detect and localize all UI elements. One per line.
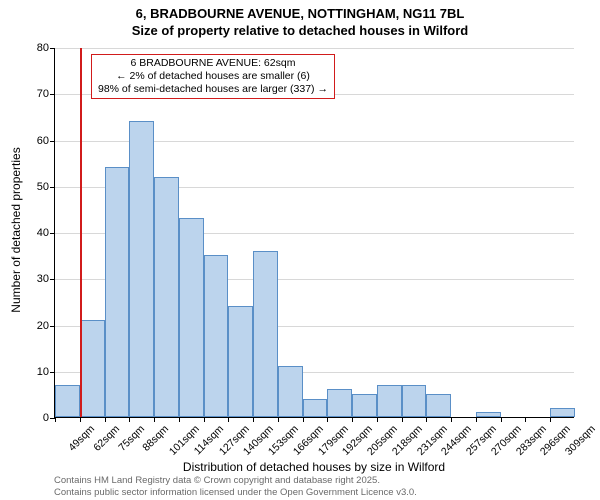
y-axis-label: Number of detached properties <box>9 147 23 312</box>
xtick-mark <box>327 417 328 422</box>
ytick-label: 10 <box>37 366 49 378</box>
xtick-mark <box>55 417 56 422</box>
footer-attribution-2: Contains public sector information licen… <box>54 487 417 498</box>
footer-attribution-1: Contains HM Land Registry data © Crown c… <box>54 475 417 486</box>
x-axis-label: Distribution of detached houses by size … <box>54 460 574 474</box>
xtick-mark <box>105 417 106 422</box>
histogram-bar <box>80 320 105 417</box>
histogram-bar <box>129 121 154 417</box>
xtick-mark <box>204 417 205 422</box>
xtick-mark <box>451 417 452 422</box>
histogram-bar <box>105 167 130 417</box>
xtick-mark <box>228 417 229 422</box>
xtick-mark <box>377 417 378 422</box>
histogram-bar <box>303 399 328 418</box>
property-marker-line <box>80 48 82 417</box>
ytick-mark <box>50 48 55 49</box>
chart-plot-area: 0102030405060708049sqm62sqm75sqm88sqm101… <box>54 48 574 418</box>
histogram-bar <box>402 385 427 417</box>
xtick-label: 75sqm <box>116 423 147 454</box>
histogram-bar <box>476 412 501 417</box>
ytick-label: 20 <box>37 320 49 332</box>
xtick-mark <box>129 417 130 422</box>
ytick-mark <box>50 94 55 95</box>
xtick-mark <box>501 417 502 422</box>
ytick-label: 50 <box>37 181 49 193</box>
xtick-mark <box>402 417 403 422</box>
gridline <box>55 48 574 49</box>
chart-title-line2: Size of property relative to detached ho… <box>0 23 600 40</box>
histogram-bar <box>179 218 204 417</box>
ytick-label: 40 <box>37 227 49 239</box>
chart-title-line1: 6, BRADBOURNE AVENUE, NOTTINGHAM, NG11 7… <box>0 6 600 23</box>
xtick-mark <box>476 417 477 422</box>
xtick-mark <box>179 417 180 422</box>
xtick-mark <box>154 417 155 422</box>
xtick-mark <box>550 417 551 422</box>
ytick-mark <box>50 372 55 373</box>
histogram-bar <box>204 255 229 417</box>
ytick-mark <box>50 326 55 327</box>
xtick-mark <box>278 417 279 422</box>
xtick-mark <box>303 417 304 422</box>
xtick-label: 49sqm <box>66 423 97 454</box>
histogram-bar <box>327 389 352 417</box>
xtick-mark <box>253 417 254 422</box>
xtick-label: 62sqm <box>91 423 122 454</box>
annotation-line1: 6 BRADBOURNE AVENUE: 62sqm <box>98 57 328 70</box>
histogram-bar <box>55 385 80 417</box>
histogram-bar <box>550 408 575 417</box>
annotation-line3: 98% of semi-detached houses are larger (… <box>98 83 328 96</box>
histogram-bar <box>278 366 303 417</box>
ytick-mark <box>50 279 55 280</box>
ytick-label: 70 <box>37 88 49 100</box>
annotation-callout: 6 BRADBOURNE AVENUE: 62sqm← 2% of detach… <box>91 54 335 99</box>
xtick-mark <box>352 417 353 422</box>
ytick-label: 60 <box>37 135 49 147</box>
xtick-mark <box>80 417 81 422</box>
ytick-mark <box>50 187 55 188</box>
ytick-label: 80 <box>37 42 49 54</box>
histogram-bar <box>426 394 451 417</box>
histogram-bar <box>377 385 402 417</box>
annotation-line2: ← 2% of detached houses are smaller (6) <box>98 70 328 83</box>
xtick-mark <box>525 417 526 422</box>
ytick-label: 30 <box>37 273 49 285</box>
xtick-mark <box>426 417 427 422</box>
ytick-mark <box>50 233 55 234</box>
histogram-bar <box>228 306 253 417</box>
histogram-bar <box>253 251 278 418</box>
ytick-label: 0 <box>43 412 49 424</box>
histogram-bar <box>352 394 377 417</box>
ytick-mark <box>50 141 55 142</box>
histogram-bar <box>154 177 179 418</box>
